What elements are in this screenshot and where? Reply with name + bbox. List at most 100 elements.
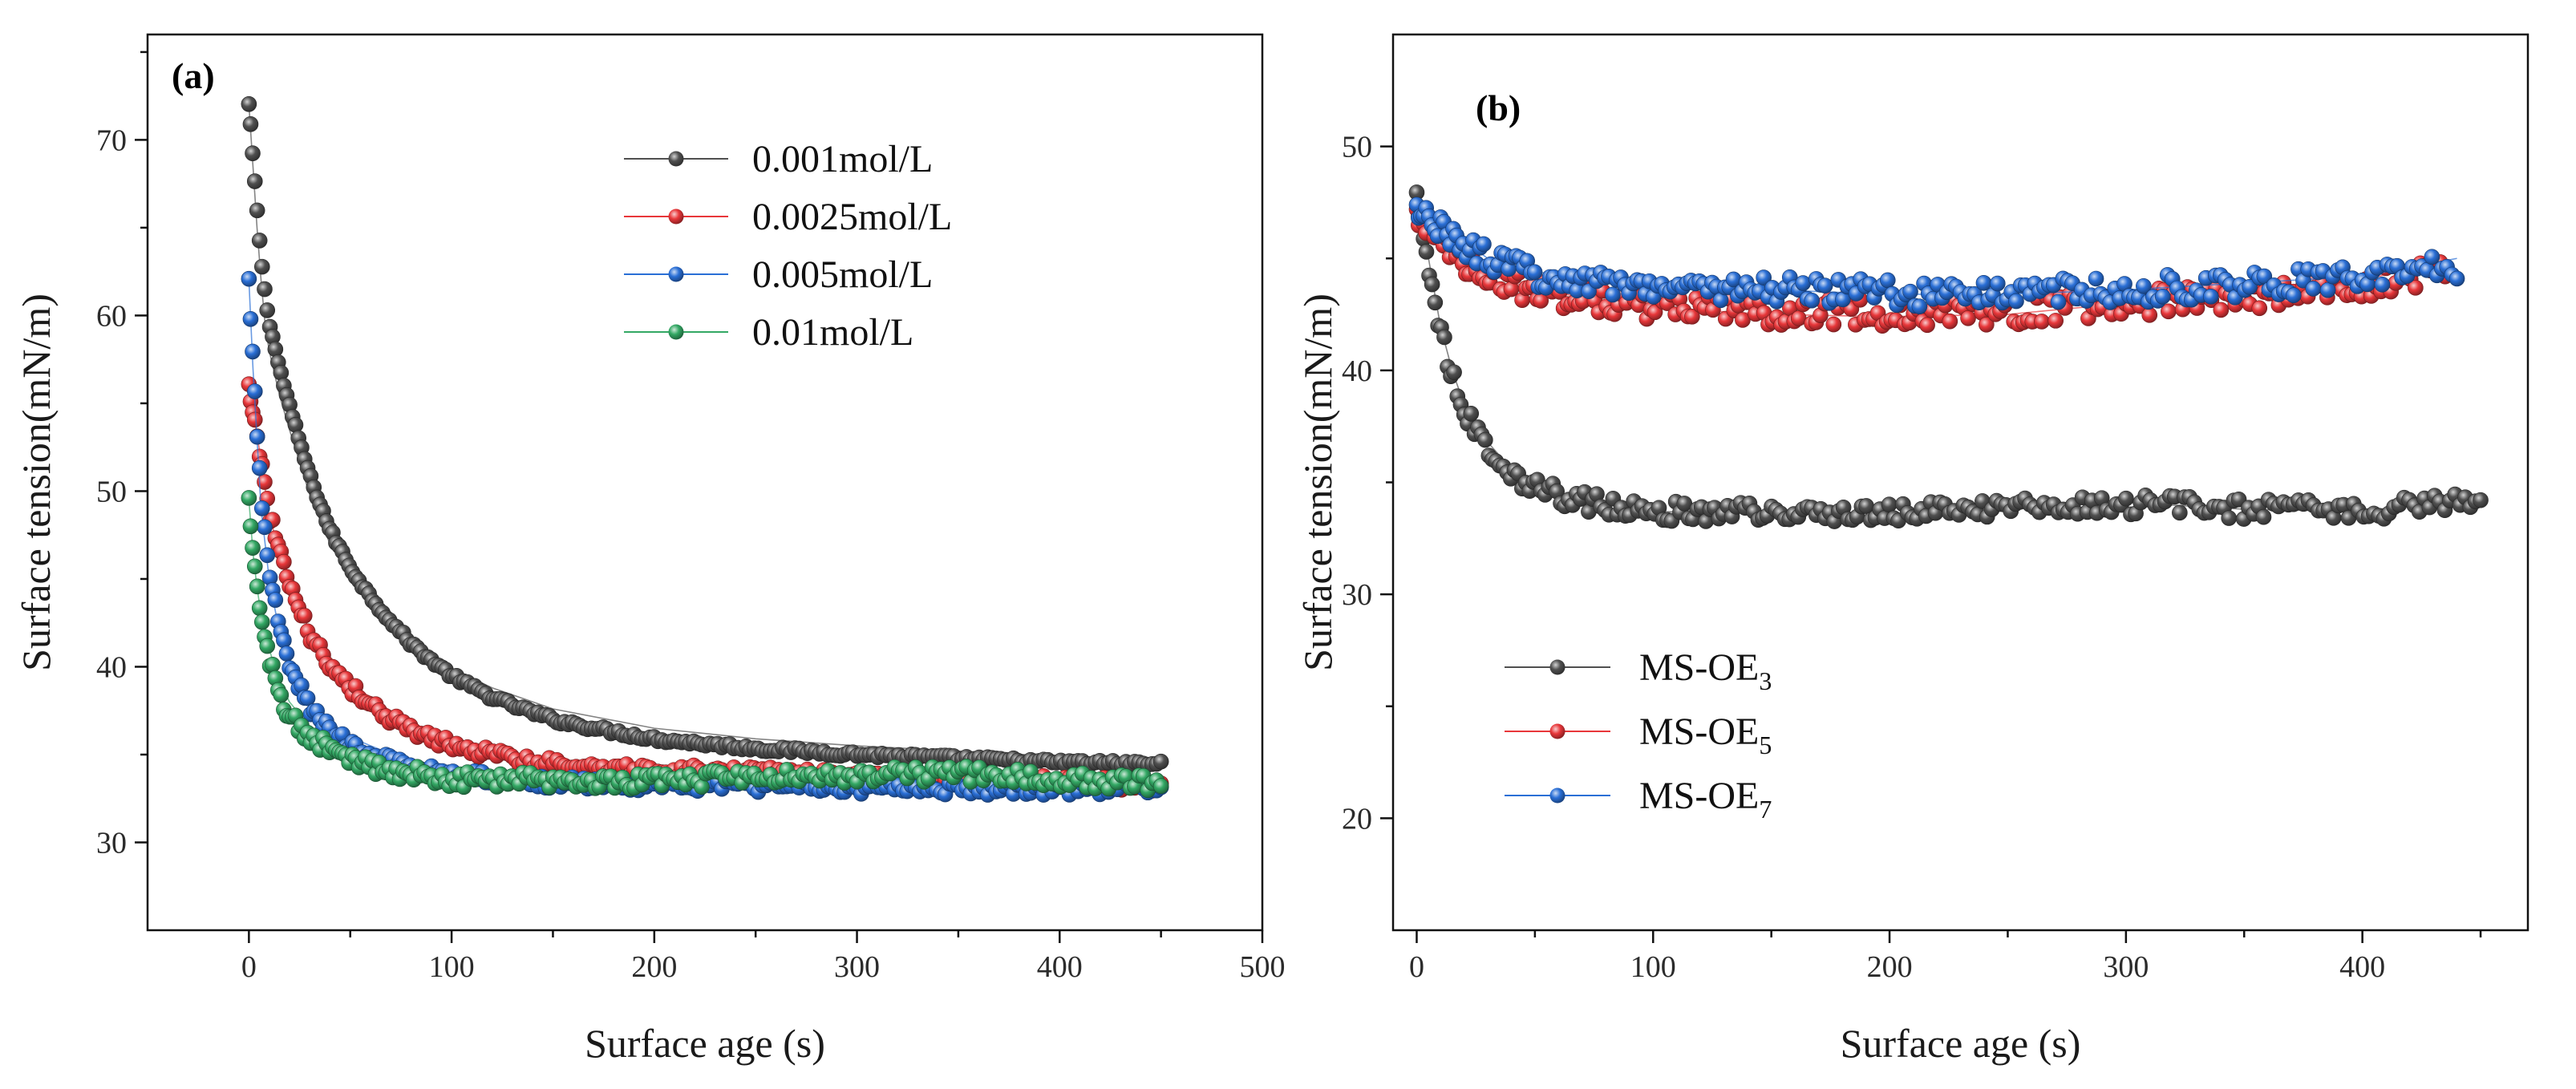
data-point	[1418, 244, 1435, 260]
legend-entry: MS-OE5	[1639, 710, 1772, 759]
data-point	[267, 592, 284, 608]
data-point	[245, 540, 261, 556]
data-point	[2448, 270, 2465, 287]
data-point	[1911, 298, 1928, 314]
data-point	[1879, 272, 1896, 289]
data-point	[2034, 314, 2050, 330]
data-point	[2305, 281, 2322, 297]
legend-marker	[1549, 723, 1565, 739]
data-point	[241, 490, 257, 506]
series-line	[1416, 195, 2481, 515]
y-axis-title: Surface tension(mN/m)	[1295, 294, 1340, 671]
data-point	[249, 578, 265, 595]
data-point	[2141, 307, 2158, 323]
data-point	[2374, 277, 2391, 293]
legend-marker	[1549, 659, 1565, 675]
data-point	[1919, 317, 1935, 334]
data-point	[2136, 277, 2152, 294]
data-point	[1424, 276, 1440, 293]
data-point	[1825, 316, 1842, 333]
x-tick-label: 0	[1409, 950, 1424, 984]
x-tick-label: 400	[1037, 950, 1083, 984]
data-point	[242, 518, 259, 535]
y-tick-label: 30	[96, 826, 127, 860]
series-0-01mol-l	[241, 490, 1169, 799]
y-tick-label: 40	[1342, 354, 1372, 388]
legend-entry: 0.01mol/L	[752, 311, 913, 354]
panel-label: (b)	[1476, 87, 1521, 128]
legend-entry: MS-OE3	[1639, 646, 1772, 695]
data-point	[2172, 504, 2188, 521]
data-point	[2255, 508, 2272, 525]
data-point	[273, 686, 290, 703]
data-point	[249, 202, 265, 219]
data-point	[251, 600, 268, 617]
data-point	[245, 145, 261, 161]
x-tick-label: 100	[429, 950, 475, 984]
data-point	[1477, 431, 1493, 448]
data-point	[257, 281, 273, 298]
data-point	[273, 365, 290, 381]
x-axis-title: Surface age (s)	[585, 1021, 825, 1066]
data-point	[257, 474, 273, 490]
data-point	[253, 613, 270, 630]
data-point	[278, 646, 295, 662]
data-point	[2319, 281, 2336, 298]
data-point	[276, 632, 292, 649]
data-point	[2008, 293, 2024, 310]
y-tick-label: 70	[96, 123, 127, 157]
data-point	[246, 411, 263, 428]
x-tick-label: 200	[1867, 950, 1913, 984]
data-point	[2118, 490, 2134, 507]
legend-entry: 0.001mol/L	[752, 138, 933, 180]
series-line	[248, 104, 1161, 759]
data-point	[241, 270, 257, 287]
data-point	[259, 302, 276, 318]
y-tick-label: 30	[1342, 578, 1372, 612]
data-point	[249, 428, 265, 445]
data-point	[259, 638, 276, 654]
data-point	[2050, 294, 2067, 310]
legend-marker	[668, 266, 684, 282]
data-point	[2088, 270, 2104, 287]
data-point	[2213, 302, 2230, 318]
data-point	[1989, 275, 2006, 292]
data-point	[1605, 286, 1621, 303]
data-point	[251, 233, 268, 249]
y-tick-label: 60	[96, 299, 127, 333]
y-tick-label: 50	[96, 475, 127, 508]
data-point	[276, 553, 292, 570]
data-point	[1436, 329, 1452, 346]
x-tick-label: 200	[631, 950, 677, 984]
data-point	[287, 417, 304, 433]
data-point	[2424, 249, 2440, 265]
data-point	[1795, 275, 1811, 291]
data-point	[1526, 264, 1543, 281]
data-point	[1960, 310, 1976, 326]
data-point	[251, 459, 268, 476]
data-point	[2286, 287, 2302, 304]
data-point	[2473, 492, 2489, 508]
legend-entry: 0.005mol/L	[752, 253, 933, 296]
data-point	[259, 547, 276, 564]
data-point	[246, 558, 263, 575]
legend-entry: 0.0025mol/L	[752, 196, 952, 238]
x-tick-label: 300	[834, 950, 880, 984]
data-point	[241, 95, 257, 112]
x-tick-label: 500	[1240, 950, 1286, 984]
data-point	[1756, 269, 1772, 285]
data-point	[2047, 313, 2064, 329]
series-ms-oe3	[1408, 184, 2489, 529]
series-0-0025mol-l	[241, 376, 1169, 799]
data-point	[267, 341, 284, 358]
data-point	[2242, 279, 2258, 295]
data-point	[1804, 292, 1820, 309]
data-point	[1152, 753, 1169, 770]
data-point	[1476, 236, 1492, 253]
legend-marker	[668, 324, 684, 340]
legend-entry: MS-OE7	[1639, 775, 1772, 824]
data-point	[253, 258, 270, 275]
data-point	[1942, 313, 1958, 330]
data-point	[246, 383, 263, 399]
